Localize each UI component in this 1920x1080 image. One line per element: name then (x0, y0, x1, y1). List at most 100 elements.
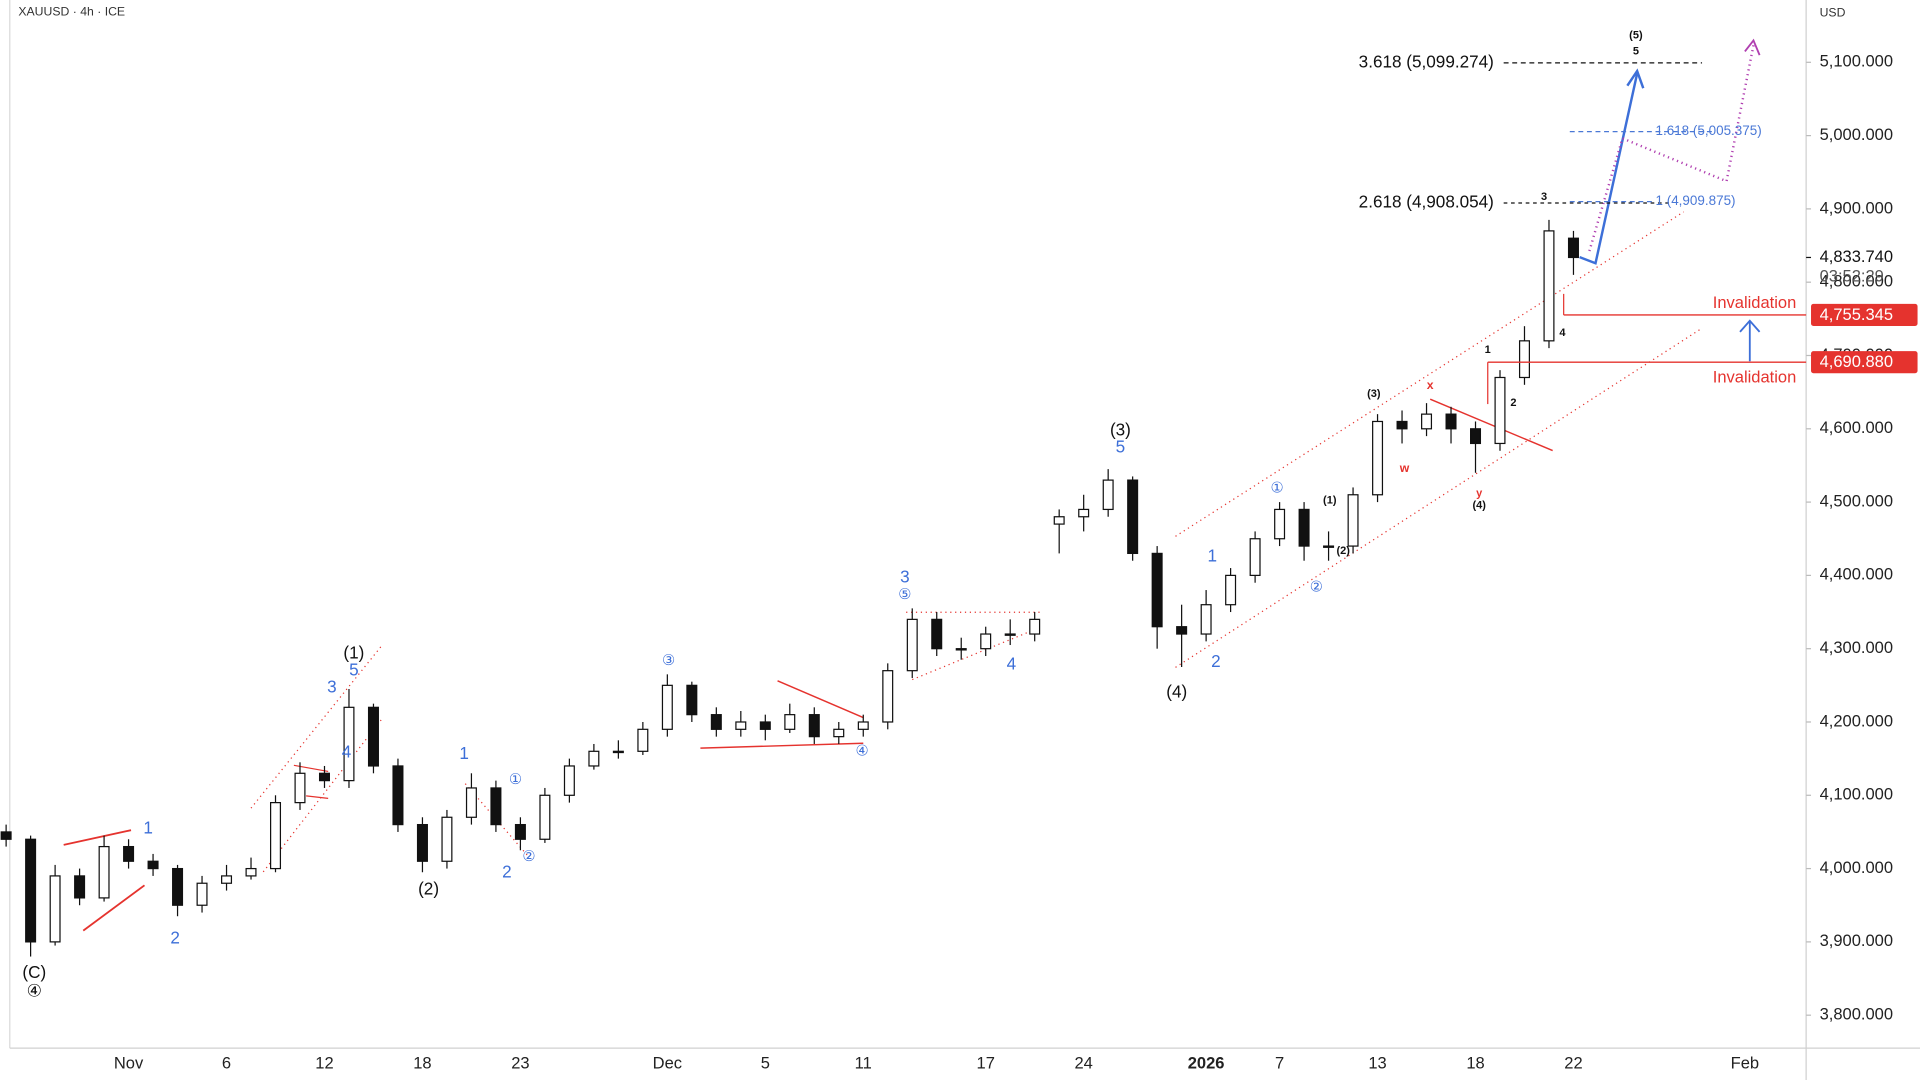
fib-level-label: 3.618 (5,099.274) (1359, 51, 1494, 71)
projection-arrowhead (1626, 68, 1645, 89)
x-tick-label: 2026 (1188, 1053, 1225, 1072)
y-tick-label: 4,600.000 (1820, 418, 1893, 437)
wave-label: ① (1271, 480, 1284, 496)
candle-body (1029, 618, 1041, 635)
candle-body (1518, 340, 1531, 379)
candle-body (0, 831, 12, 840)
candle-body (196, 882, 208, 906)
wave-label: 3 (327, 677, 337, 697)
triangle-line (700, 742, 864, 749)
wave-label: (2) (418, 879, 439, 899)
candle-body (172, 867, 184, 906)
x-tick-label: 23 (511, 1053, 529, 1072)
candle-body (661, 684, 673, 730)
candle-body (294, 772, 306, 804)
wave-label: (4) (1166, 682, 1187, 702)
invalidation-text: Invalidation (1713, 293, 1797, 312)
candle-body (221, 875, 233, 884)
wave-label: (3) (1367, 388, 1381, 400)
candle-body (1470, 428, 1482, 445)
candle-body (1298, 508, 1310, 547)
chart-title: XAUUSD · 4h · ICE (18, 4, 125, 18)
price-tag (1811, 303, 1918, 326)
candle-body (1323, 545, 1335, 548)
candle-body (1151, 552, 1163, 628)
wave-label: (2) (1337, 545, 1351, 557)
x-tick-label: 5 (761, 1053, 770, 1072)
y-tick-label: 4,000.000 (1820, 858, 1893, 877)
wave-label: 1 (143, 818, 153, 838)
countdown-label: 03:52:29 (1820, 266, 1884, 285)
wave-label: w (1399, 461, 1410, 475)
wave-label: (1) (343, 642, 364, 662)
candle-body (906, 618, 918, 672)
x-tick-label: 12 (315, 1053, 333, 1072)
candle-body (343, 706, 355, 782)
y-tick-label: 5,100.000 (1820, 52, 1893, 71)
wave-label: 2 (502, 862, 512, 882)
x-tick-label: 18 (1466, 1053, 1484, 1072)
x-tick-label: 18 (413, 1053, 431, 1072)
candle-body (1078, 508, 1090, 518)
y-tick-label: 4,500.000 (1820, 491, 1893, 510)
wave-label: 3 (1541, 191, 1547, 203)
price-tag (1811, 351, 1918, 374)
x-tick-label: Nov (114, 1053, 144, 1072)
candle-body (514, 823, 526, 840)
candle-body (367, 706, 379, 767)
candle-body (686, 684, 698, 716)
candle-body (980, 633, 992, 650)
x-tick-label: 13 (1368, 1053, 1386, 1072)
wedge-line (82, 884, 146, 932)
x-tick-label: 17 (977, 1053, 995, 1072)
fib-level-label: 2.618 (4,908.054) (1359, 192, 1494, 212)
candle-body (1274, 508, 1286, 540)
y-tick-label: 4,400.000 (1820, 565, 1893, 584)
fib-level-label: 1.618 (5,005.375) (1656, 123, 1762, 138)
channel-line (250, 644, 383, 809)
candle-body (270, 802, 282, 870)
candle-body (833, 728, 845, 738)
arrow-up-head (1739, 319, 1761, 333)
candle-body (1445, 413, 1457, 430)
candle-body (74, 875, 86, 899)
wave-label: 5 (349, 660, 359, 680)
wave-label: (1) (1323, 495, 1337, 507)
candle-body (1494, 376, 1506, 445)
fib-level-label: 1 (4,909.875) (1656, 193, 1736, 208)
alt-projection-path (1588, 45, 1755, 252)
candle-body (441, 816, 453, 862)
candle-body (1543, 230, 1555, 342)
x-tick-label: 7 (1275, 1053, 1284, 1072)
candle-body (1053, 516, 1065, 525)
invalidation-text: Invalidation (1713, 368, 1797, 387)
candle-body (416, 823, 428, 862)
candle-body (392, 765, 404, 826)
candle-body (882, 670, 894, 723)
candle-body (1567, 237, 1579, 259)
candle-body (147, 860, 159, 870)
y-tick-label: 5,000.000 (1820, 125, 1893, 144)
candle-body (1372, 420, 1384, 496)
alt-projection-arrowhead (1744, 38, 1761, 56)
candle-body (808, 714, 820, 738)
candle-body (563, 765, 575, 796)
candle-body (759, 721, 771, 730)
candle-body (588, 750, 600, 767)
candle-body (1127, 479, 1139, 555)
candle-body (318, 772, 330, 782)
wave-label: ① (509, 772, 522, 788)
wave-label: ② (522, 849, 535, 865)
candle-body (245, 867, 257, 877)
candle-body (637, 728, 649, 752)
last-price-label: 4,833.740 (1820, 247, 1893, 266)
y-tick-label: 3,900.000 (1820, 931, 1893, 950)
price-tag-label: 4,755.345 (1820, 305, 1893, 324)
candle-body (931, 618, 943, 650)
candle-body (735, 721, 747, 730)
candle-body (1249, 538, 1261, 577)
triangle-line (306, 795, 329, 799)
wave-label: 4 (342, 742, 352, 762)
wave-label: 2 (170, 928, 180, 948)
wave-label: 4 (1559, 327, 1566, 339)
